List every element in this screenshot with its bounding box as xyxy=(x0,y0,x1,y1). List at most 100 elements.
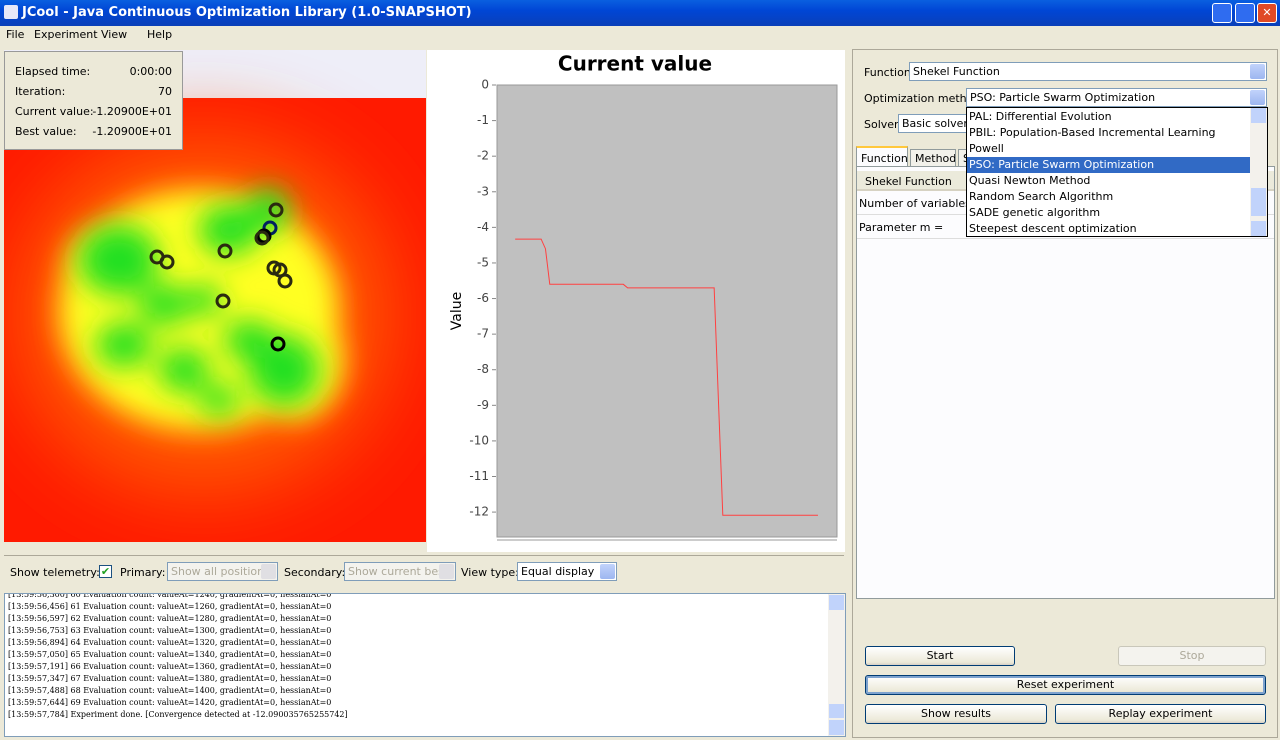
menu-item[interactable]: Help xyxy=(147,28,173,41)
y-tick-label: 0 xyxy=(481,78,489,92)
particles xyxy=(149,202,293,352)
combo-arrow xyxy=(261,564,276,579)
label: Solver xyxy=(864,118,899,131)
maximize-button[interactable] xyxy=(1235,3,1255,23)
combo-arrow xyxy=(1250,90,1265,105)
combo-value: PSO: Particle Swarm Optimization xyxy=(970,91,1156,104)
log-line: [13:59:57,784] Experiment done. [Converg… xyxy=(8,710,348,719)
log-line: [13:59:56,894] 64 Evaluation count: valu… xyxy=(8,638,332,647)
scrollbar[interactable] xyxy=(828,594,845,736)
stat-value: 70 xyxy=(158,85,172,98)
scroll-thumb[interactable] xyxy=(1251,188,1266,216)
y-axis-label: Value xyxy=(449,292,465,330)
combo-value: Show current best xyxy=(348,565,449,578)
combo-value: Show all positions xyxy=(171,565,270,578)
y-tick-label: -11 xyxy=(469,469,489,483)
dropdown-item[interactable]: PSO: Particle Swarm Optimization xyxy=(967,157,1250,173)
stat-label: Elapsed time: xyxy=(15,65,91,78)
y-tick-label: -7 xyxy=(477,327,489,341)
stat-label: Best value: xyxy=(15,125,77,138)
log-line: [13:59:57,050] 65 Evaluation count: valu… xyxy=(8,650,332,659)
view-combo[interactable]: Equal display xyxy=(517,562,617,581)
line-chart: Current value Value 0 -1 -2 -3 -4 -5 -6 -7 -8 -9 -… xyxy=(427,50,845,552)
dropdown-item[interactable]: Steepest descent optimization xyxy=(969,222,1137,235)
stat-value: 0:00:00 xyxy=(129,65,172,78)
dropdown-item[interactable]: PAL: Differential Evolution xyxy=(969,110,1112,123)
combo-value: Shekel Function xyxy=(913,65,1000,78)
row-text: Parameter m = xyxy=(859,221,944,234)
scroll-down[interactable] xyxy=(829,720,844,735)
label: Function xyxy=(864,66,911,79)
window-title: JCool - Java Continuous Optimization Lib… xyxy=(22,5,472,20)
stat-label: Iteration: xyxy=(15,85,66,98)
dropdown-item[interactable]: Powell xyxy=(969,142,1004,155)
dropdown-item[interactable]: Random Search Algorithm xyxy=(969,190,1114,203)
app-icon xyxy=(4,5,18,19)
menu-item[interactable]: File xyxy=(6,28,25,41)
menu-item[interactable]: Experiment xyxy=(34,28,98,41)
log-panel: [13:59:56,300] 60 Evaluation count: valu… xyxy=(4,593,846,737)
method-combo[interactable]: PSO: Particle Swarm Optimization xyxy=(966,88,1267,107)
log-line: [13:59:56,456] 61 Evaluation count: valu… xyxy=(8,602,332,611)
scroll-thumb[interactable] xyxy=(829,704,844,718)
minimize-button[interactable] xyxy=(1212,3,1232,23)
y-tick-label: -4 xyxy=(477,220,489,234)
combo-value: Equal display xyxy=(521,565,595,578)
dropdown-item[interactable]: SADE genetic algorithm xyxy=(969,206,1101,219)
table-row: Parameter m = xyxy=(857,215,1274,239)
telemetry-bar: Show telemetry: ✔ Primary: Show all posi… xyxy=(4,555,844,587)
log-line: [13:59:57,644] 69 Evaluation count: valu… xyxy=(8,698,332,707)
log-line: [13:59:57,191] 66 Evaluation count: valu… xyxy=(8,662,332,671)
results-button[interactable]: Show results xyxy=(865,704,1047,724)
start-button[interactable]: Start xyxy=(865,646,1015,666)
scroll-up[interactable] xyxy=(1251,108,1266,123)
label: Optimization method xyxy=(864,92,981,105)
y-tick-label: -10 xyxy=(469,433,489,447)
y-tick-label: -9 xyxy=(477,398,489,412)
log-line: [13:59:56,300] 60 Evaluation count: valu… xyxy=(8,593,332,599)
dropdown-item[interactable]: Quasi Newton Method xyxy=(969,174,1091,187)
label: Secondary: xyxy=(284,566,346,579)
header-text: Shekel Function xyxy=(865,175,952,188)
method-dropdown: PAL: Differential Evolution PBIL: Populat… xyxy=(966,107,1268,237)
y-tick-label: -2 xyxy=(477,149,489,163)
label: View type: xyxy=(461,566,519,579)
combo-arrow xyxy=(439,564,454,579)
y-tick-label: -3 xyxy=(477,184,489,198)
stat-value: -1.20900E+01 xyxy=(92,105,172,118)
stats-panel: Elapsed time: 0:00:00 Iteration: 70 Current … xyxy=(4,51,183,150)
scroll-up[interactable] xyxy=(829,595,844,610)
stat-label: Current value: xyxy=(15,105,94,118)
stat-value: -1.20900E+01 xyxy=(92,125,172,138)
series-line xyxy=(515,238,818,516)
solver-combo[interactable]: Basic solver xyxy=(898,114,978,133)
primary-combo[interactable]: Show all positions xyxy=(167,562,278,581)
reset-button[interactable]: Reset experiment xyxy=(865,675,1266,695)
y-tick-label: -1 xyxy=(477,113,489,127)
combo-value: Basic solver xyxy=(902,117,968,130)
menu-item[interactable]: View xyxy=(101,28,128,41)
scroll-down[interactable] xyxy=(1251,221,1266,236)
function-combo[interactable]: Shekel Function xyxy=(909,62,1267,81)
close-button[interactable]: ✕ xyxy=(1257,3,1277,23)
scrollbar[interactable] xyxy=(1250,108,1267,236)
stop-button[interactable]: Stop xyxy=(1118,646,1266,666)
combo-arrow xyxy=(1250,64,1265,79)
checkbox[interactable]: ✔ xyxy=(99,565,112,578)
tab[interactable]: Function xyxy=(856,146,908,167)
y-tick-label: -5 xyxy=(477,255,489,269)
log-line: [13:59:57,488] 68 Evaluation count: valu… xyxy=(8,686,332,695)
secondary-combo[interactable]: Show current best xyxy=(344,562,456,581)
dropdown-item[interactable]: PBIL: Population-Based Incremental Learn… xyxy=(969,126,1216,139)
y-tick-label: -6 xyxy=(477,291,489,305)
settings-panel: Function Shekel Function Optimization me… xyxy=(852,49,1278,738)
log-line: [13:59:57,347] 67 Evaluation count: valu… xyxy=(8,674,332,683)
y-tick-label: -12 xyxy=(469,505,489,519)
replay-button[interactable]: Replay experiment xyxy=(1055,704,1266,724)
label: Show telemetry: xyxy=(10,566,100,579)
tab[interactable]: Method xyxy=(910,149,956,167)
combo-arrow xyxy=(600,564,615,579)
label: Primary: xyxy=(120,566,166,579)
plot-area xyxy=(496,84,838,538)
